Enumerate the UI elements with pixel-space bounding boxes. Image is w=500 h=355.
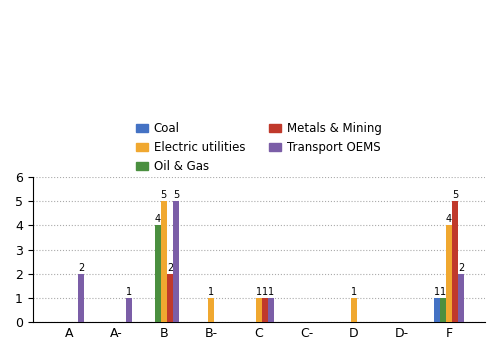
Text: 5: 5: [160, 190, 167, 200]
Text: 5: 5: [452, 190, 458, 200]
Bar: [208, 298, 214, 322]
Bar: [78, 274, 84, 322]
Bar: [434, 298, 440, 322]
Text: 1: 1: [351, 287, 357, 297]
Text: 2: 2: [458, 263, 464, 273]
Bar: [167, 274, 173, 322]
Bar: [173, 201, 179, 322]
Bar: [452, 201, 458, 322]
Text: 1: 1: [440, 287, 446, 297]
Bar: [351, 298, 357, 322]
Text: 4: 4: [446, 214, 452, 224]
Text: 4: 4: [154, 214, 160, 224]
Bar: [458, 274, 464, 322]
Text: 1: 1: [434, 287, 440, 297]
Bar: [440, 298, 446, 322]
Text: 1: 1: [126, 287, 132, 297]
Bar: [256, 298, 262, 322]
Text: 5: 5: [173, 190, 180, 200]
Text: 2: 2: [167, 263, 173, 273]
Bar: [154, 225, 160, 322]
Legend: Coal, Electric utilities, Oil & Gas, Metals & Mining, Transport OEMS: Coal, Electric utilities, Oil & Gas, Met…: [136, 122, 382, 173]
Bar: [160, 201, 167, 322]
Bar: [126, 298, 132, 322]
Text: 1: 1: [208, 287, 214, 297]
Bar: [446, 225, 452, 322]
Text: 2: 2: [78, 263, 84, 273]
Text: 1: 1: [262, 287, 268, 297]
Text: 1: 1: [256, 287, 262, 297]
Bar: [262, 298, 268, 322]
Text: 1: 1: [268, 287, 274, 297]
Bar: [268, 298, 274, 322]
